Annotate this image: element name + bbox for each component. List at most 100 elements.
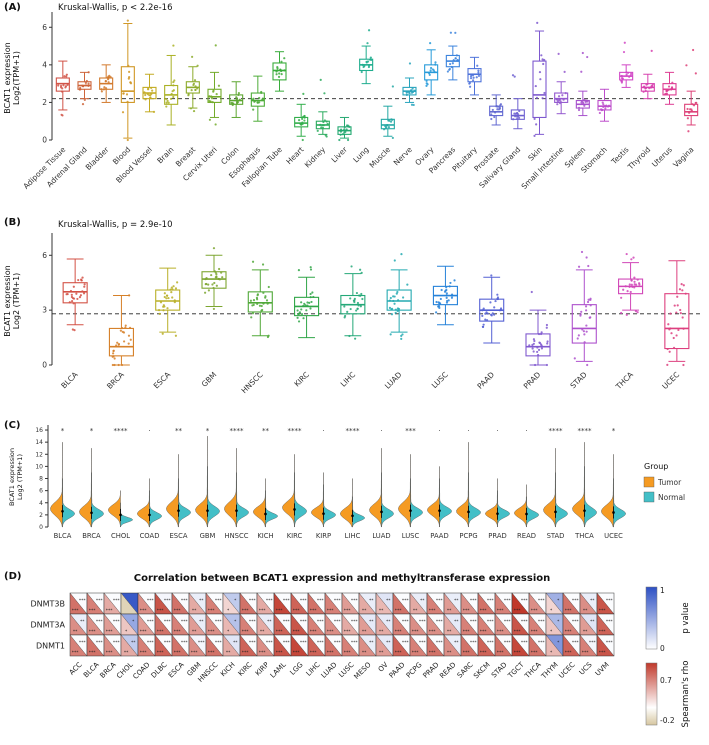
violin-tumor-half — [50, 442, 63, 528]
cell-diagonal — [86, 613, 105, 636]
x-category-label: ESCA — [152, 369, 173, 390]
violin-normal-half — [207, 466, 220, 528]
jitter-point — [629, 74, 632, 77]
jitter-point — [323, 92, 326, 95]
cell-stars-rho: *** — [72, 608, 80, 614]
jitter-point — [584, 99, 587, 102]
jitter-point — [301, 121, 304, 124]
violin-tumor-half — [253, 478, 266, 528]
cell-stars-rho: *** — [344, 650, 352, 656]
pvalue-tick: 1 — [660, 586, 665, 595]
jitter-point — [496, 293, 499, 296]
jitter-point — [306, 301, 309, 304]
cell-stars-rho: *** — [72, 650, 80, 656]
violin-mean-dot — [177, 509, 180, 512]
jitter-point — [300, 312, 304, 316]
jitter-point — [625, 252, 628, 256]
jitter-point — [670, 332, 673, 335]
x-category-label: MESO — [353, 660, 373, 680]
jitter-point — [535, 96, 539, 99]
jitter-point — [204, 283, 207, 286]
cell-stars-p: *** — [317, 598, 325, 604]
violin-tumor-half — [311, 472, 324, 528]
jitter-point — [581, 328, 584, 331]
jitter-point — [558, 102, 562, 105]
jitter-point — [303, 115, 306, 118]
jitter-point — [669, 312, 672, 315]
cell-stars-p: *** — [113, 598, 121, 604]
x-category-label: BRCA — [82, 532, 101, 540]
jitter-point — [170, 92, 173, 96]
jitter-point — [126, 19, 129, 22]
jitter-point — [343, 305, 346, 308]
significance-stars: **** — [288, 427, 303, 435]
jitter-point — [634, 283, 638, 286]
jitter-point — [79, 294, 83, 297]
x-category-label: KIRP — [316, 532, 331, 540]
jitter-point — [694, 101, 697, 105]
significance-stars: **** — [549, 427, 564, 435]
jitter-point — [112, 355, 115, 358]
violin-normal-half — [555, 472, 568, 528]
jitter-point — [359, 305, 362, 308]
y-axis-title: Log2 (TPM+1) — [16, 454, 24, 500]
cell-stars-p: *** — [504, 640, 512, 646]
jitter-point — [250, 316, 253, 319]
pvalue-legend-title: p value — [681, 602, 691, 633]
cell-stars-p: *** — [351, 598, 359, 604]
cell-diagonal — [103, 634, 122, 657]
cell-diagonal — [222, 613, 241, 636]
cell-stars-p: *** — [334, 619, 342, 625]
jitter-point — [583, 341, 586, 344]
cell-stars-rho: *** — [174, 629, 182, 635]
cell-diagonal — [273, 613, 292, 636]
jitter-point — [670, 86, 674, 89]
cell-stars-rho: * — [227, 629, 230, 635]
jitter-point — [687, 130, 690, 133]
cell-stars-p: *** — [113, 640, 121, 646]
jitter-point — [427, 72, 431, 75]
jitter-point — [65, 73, 68, 76]
jitter-point — [491, 312, 494, 315]
jitter-point — [541, 97, 544, 100]
cell-stars-rho: * — [550, 608, 553, 614]
panel-b-cancer-boxplot: 0 3 6 BCAT1 expression Log2 (TPM+1) Kruskal-W… — [3, 220, 700, 395]
x-category-label: BLCA — [82, 661, 101, 680]
violin-mean-dot — [235, 509, 238, 512]
cell-stars-p: * — [234, 619, 237, 625]
jitter-point — [339, 128, 343, 131]
jitter-point — [587, 264, 590, 268]
cell-stars-rho: *** — [480, 608, 488, 614]
jitter-point — [512, 118, 515, 121]
cell-stars-p: ** — [199, 619, 204, 625]
jitter-point — [162, 309, 165, 312]
jitter-point — [112, 352, 115, 355]
jitter-point — [187, 93, 190, 96]
legend-swatch — [643, 491, 655, 503]
jitter-point — [211, 101, 214, 104]
jitter-point — [454, 31, 457, 34]
jitter-point — [73, 329, 76, 332]
violin-tumor-half — [456, 442, 469, 528]
jitter-point — [117, 342, 121, 346]
jitter-point — [349, 297, 352, 300]
cell-stars-p: *** — [606, 598, 614, 604]
x-category-label: BLCA — [54, 532, 72, 540]
jitter-point — [357, 304, 360, 307]
jitter-point — [490, 117, 493, 121]
jitter-point — [264, 295, 267, 298]
x-category-label: COAD — [140, 532, 160, 540]
jitter-point — [453, 279, 456, 282]
cell-diagonal — [511, 592, 530, 615]
jitter-point — [682, 327, 685, 330]
cell-stars-rho: ** — [192, 629, 197, 635]
jitter-point — [390, 307, 394, 310]
jitter-point — [666, 363, 669, 367]
cell-stars-p: *** — [181, 619, 189, 625]
jitter-point — [210, 97, 214, 100]
jitter-point — [65, 75, 68, 78]
y-tick-label: 6 — [39, 488, 43, 495]
box — [571, 304, 597, 344]
jitter-point — [686, 107, 689, 111]
cell-stars-rho: *** — [531, 650, 539, 656]
